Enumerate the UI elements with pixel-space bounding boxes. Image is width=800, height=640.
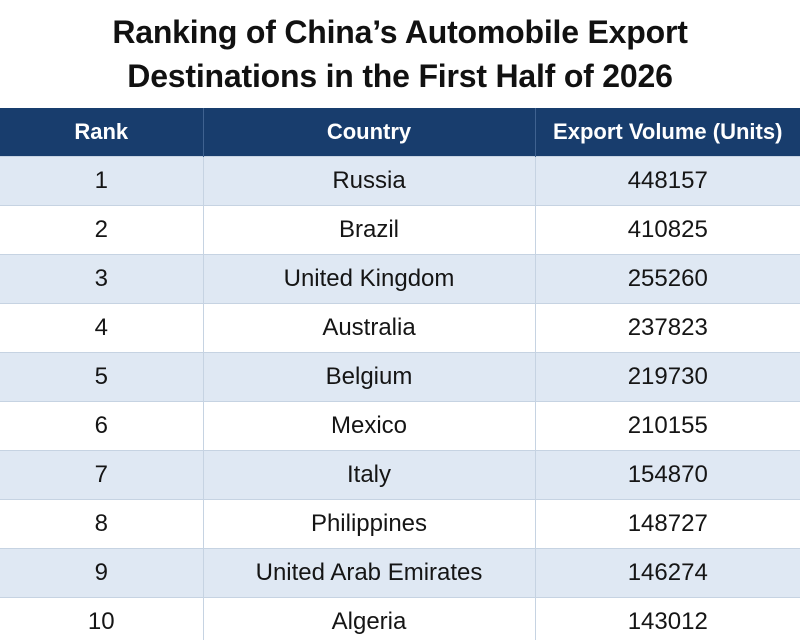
table-row: 4 Australia 237823 <box>0 303 800 353</box>
header-row: Rank Country Export Volume (Units) <box>0 108 800 157</box>
cell-rank: 3 <box>0 254 203 304</box>
cell-export-volume: 148727 <box>534 499 800 549</box>
cell-export-volume: 237823 <box>534 303 800 353</box>
cell-export-volume: 410825 <box>534 205 800 255</box>
cell-country: Brazil <box>202 205 535 255</box>
cell-country: Australia <box>202 303 535 353</box>
cell-export-volume: 146274 <box>534 548 800 598</box>
cell-country: United Kingdom <box>202 254 535 304</box>
cell-export-volume: 219730 <box>534 352 800 402</box>
cell-export-volume: 154870 <box>534 450 800 500</box>
cell-export-volume: 448157 <box>534 156 800 206</box>
column-header-export-volume: Export Volume (Units) <box>534 108 800 157</box>
table-row: 3 United Kingdom 255260 <box>0 254 800 304</box>
cell-rank: 2 <box>0 205 203 255</box>
cell-country: Philippines <box>202 499 535 549</box>
cell-rank: 7 <box>0 450 203 500</box>
cell-export-volume: 210155 <box>534 401 800 451</box>
cell-export-volume: 143012 <box>534 597 800 640</box>
table-body: 1 Russia 448157 2 Brazil 410825 3 United Kingdo… <box>0 156 800 640</box>
table-row: 5 Belgium 219730 <box>0 352 800 402</box>
table-row: 2 Brazil 410825 <box>0 205 800 255</box>
cell-export-volume: 255260 <box>534 254 800 304</box>
cell-rank: 10 <box>0 597 203 640</box>
cell-rank: 5 <box>0 352 203 402</box>
chart-title-line-1: Ranking of China’s Automobile Export <box>112 14 688 50</box>
ranking-table: Rank Country Export Volume (Units) 1 Russ… <box>0 108 800 640</box>
chart-title: Ranking of China’s Automobile Export Des… <box>0 10 800 98</box>
cell-country: United Arab Emirates <box>202 548 535 598</box>
table-header: Rank Country Export Volume (Units) <box>0 108 800 157</box>
table-row: 6 Mexico 210155 <box>0 401 800 451</box>
table-row: 8 Philippines 148727 <box>0 499 800 549</box>
column-header-country: Country <box>202 108 535 157</box>
column-header-rank: Rank <box>0 108 203 157</box>
cell-rank: 9 <box>0 548 203 598</box>
cell-rank: 8 <box>0 499 203 549</box>
table-row: 10 Algeria 143012 <box>0 597 800 640</box>
cell-rank: 4 <box>0 303 203 353</box>
table-row: 7 Italy 154870 <box>0 450 800 500</box>
cell-country: Belgium <box>202 352 535 402</box>
chart-title-line-2: Destinations in the First Half of 2026 <box>127 58 673 94</box>
table-row: 1 Russia 448157 <box>0 156 800 206</box>
table-row: 9 United Arab Emirates 146274 <box>0 548 800 598</box>
cell-country: Italy <box>202 450 535 500</box>
cell-rank: 1 <box>0 156 203 206</box>
cell-country: Algeria <box>202 597 535 640</box>
cell-rank: 6 <box>0 401 203 451</box>
cell-country: Mexico <box>202 401 535 451</box>
cell-country: Russia <box>202 156 535 206</box>
